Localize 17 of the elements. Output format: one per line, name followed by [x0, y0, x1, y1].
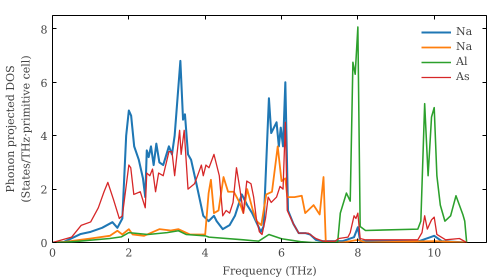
- legend-label: Al: [456, 55, 468, 68]
- y-tick-label: 6: [40, 76, 48, 90]
- y-axis-title: Phonon projected DOS (States/THz·primitive cell): [4, 55, 32, 203]
- x-tick-label: 0: [49, 246, 56, 260]
- y-tick-label: 0: [40, 237, 48, 250]
- y-tick-label: 8: [40, 23, 48, 36]
- x-tick-label: 2: [125, 246, 132, 260]
- x-tick-label: 10: [427, 246, 442, 260]
- x-tick-label: 6: [278, 246, 286, 260]
- x-axis-title: Frequency (THz): [222, 264, 317, 278]
- legend-label: As: [456, 70, 471, 83]
- x-tick-label: 8: [354, 246, 362, 260]
- y-tick-label: 2: [40, 184, 48, 197]
- legend-label: Na: [456, 25, 474, 38]
- legend-label: Na: [456, 40, 474, 53]
- x-tick-label: 4: [202, 246, 209, 260]
- y-tick-label: 4: [40, 130, 48, 144]
